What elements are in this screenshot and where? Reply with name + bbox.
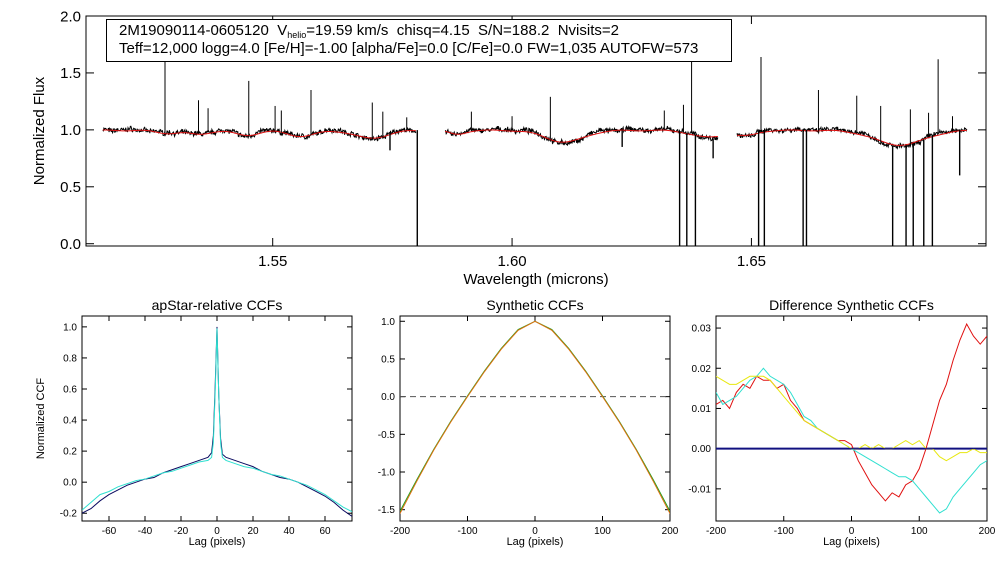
y-tick-label: -0.01 [688,484,711,495]
x-tick-label: 200 [979,526,996,537]
y-tick-label: 2.0 [60,8,81,25]
y-tick-label: 1.0 [60,122,81,139]
chart-title: apStar-relative CCFs [152,297,283,313]
y-tick-label: 0.0 [60,236,81,253]
x-tick-label: 40 [283,526,295,537]
x-axis-title: Lag (pixels) [507,536,564,548]
x-tick-label: 100 [911,526,928,537]
x-axis-title: Wavelength (microns) [463,271,608,288]
model-spectrum-chip-3 [737,129,967,146]
y-tick-label: -0.5 [378,430,396,441]
x-tick-label: 0 [849,526,855,537]
y-axis-title: Normalized CCF [35,378,47,460]
star-id: 2M19090114-0605120 [119,22,269,39]
x-axis-title: Lag (pixels) [189,536,246,548]
model-spectrum-chip-2 [444,129,718,143]
y-tick-label: 1.5 [60,65,81,82]
x-tick-label: 0 [214,526,220,537]
y-tick-label: 1.0 [63,322,77,333]
difference-ccf-panel: -200 -100 0 100 200 -0.01 0.00 0.01 0.02 0.03 Diff… [688,297,996,548]
apstar-ccf-panel: -60 -40 -20 0 20 40 60 -0.2 0.0 0.2 0.4 0.6 0.8 1.0 ap… [35,297,353,548]
x-tick-label: 20 [247,526,259,537]
axes-frame [715,315,988,522]
x-tick-label: -100 [774,526,794,537]
x-tick-label: -40 [138,526,153,537]
vhelio-subscript: helio [287,30,307,40]
y-tick-label: 0.03 [692,324,712,335]
y-tick-label: 0.2 [63,447,77,458]
x-tick-label: -100 [457,526,477,537]
y-tick-label: 1.0 [381,317,395,328]
y-tick-label: 0.8 [63,353,77,364]
star-info-line1: 2M19090114-0605120 Vhelio=19.59 km/s chi… [119,22,619,40]
series-line-synthetic-2 [400,320,670,514]
x-tick-label: 60 [319,526,331,537]
x-axis-title: Lag (pixels) [823,536,880,548]
axes-frame [399,315,671,522]
chart-title: Synthetic CCFs [486,297,583,313]
series-line-red [716,322,987,502]
axes-frame [85,15,987,247]
x-tick-label: 0 [532,526,538,537]
snr-value: S/N=188.2 [478,22,550,39]
chisq-value: chisq=4.15 [396,22,470,39]
x-tick-label: 1.60 [497,253,526,270]
observed-spectrum-chip-2 [444,124,719,147]
nvisits-value: Nvisits=2 [557,22,619,39]
y-tick-label: -1.5 [378,505,396,516]
vhelio-value: =19.59 km/s [306,22,389,39]
x-tick-label: 200 [662,526,679,537]
y-tick-label: -0.2 [60,509,78,520]
observed-spectrum-chip-1 [102,125,417,142]
stellar-params-line: Teff=12,000 logg=4.0 [Fe/H]=-1.00 [alpha… [119,40,699,57]
x-tick-label: 1.65 [737,253,766,270]
y-tick-label: -1.0 [378,468,396,479]
x-tick-label: 1.55 [258,253,287,270]
y-tick-label: 0.00 [692,444,712,455]
y-tick-label: 0.01 [692,404,712,415]
series-line-cyan [716,367,987,514]
x-tick-label: 100 [594,526,611,537]
x-tick-label: -20 [174,526,189,537]
y-tick-label: 0.5 [381,354,395,365]
y-tick-label: 0.4 [63,416,77,427]
vhelio-label: V [277,22,288,39]
star-info-box: 2M19090114-0605120 Vhelio=19.59 km/s chi… [106,19,732,62]
x-tick-label: -200 [390,526,410,537]
y-tick-label: 0.02 [692,364,712,375]
model-spectrum-chip-1 [102,129,416,139]
series-line-visit-2 [82,328,352,513]
y-tick-label: 0.6 [63,384,77,395]
y-tick-label: 0.0 [381,392,395,403]
y-tick-label: 0.5 [60,179,81,196]
y-tick-label: 0.0 [63,478,77,489]
y-axis-title: Normalized Flux [31,76,48,185]
spectrum-panel: 1.55 1.60 1.65 0.0 0.5 1.0 1.5 2.0 Wavelength (m… [31,8,987,288]
x-tick-label: -60 [102,526,117,537]
series-line-synthetic-1 [400,320,670,512]
x-tick-label: -200 [706,526,726,537]
chart-title: Difference Synthetic CCFs [769,297,934,313]
synthetic-ccf-panel: -200 -100 0 100 200 -1.5 -1.0 -0.5 0.0 0.5 1.0 Synt… [378,297,679,548]
